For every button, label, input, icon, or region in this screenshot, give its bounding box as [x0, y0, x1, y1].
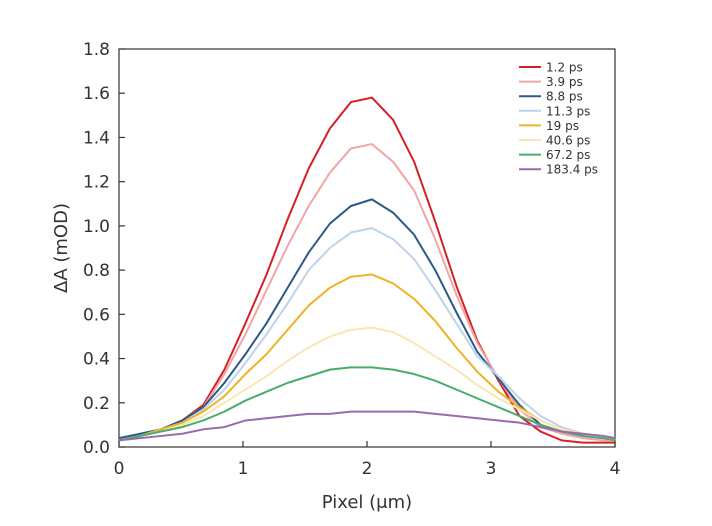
y-tick-label: 1.2: [83, 173, 110, 193]
legend-label-4: 19 ps: [546, 119, 579, 133]
legend-label-0: 1.2 ps: [546, 61, 583, 75]
y-tick-label: 1.6: [83, 84, 110, 104]
series-line-0: [118, 96, 615, 444]
y-axis-title: ΔA (mOD): [51, 203, 72, 293]
y-tick-label: 1.8: [83, 40, 110, 60]
legend-label-7: 183.4 ps: [546, 163, 598, 177]
y-tick-label: 0.0: [83, 438, 110, 458]
plot-frame: [118, 48, 616, 448]
series-line-7: [118, 410, 616, 442]
y-tick-label: 0.8: [83, 261, 110, 281]
y-tick-label: 0.2: [83, 394, 110, 414]
x-tick-label: 3: [486, 459, 497, 479]
series-line-5: [118, 326, 616, 442]
x-axis-title: Pixel (μm): [322, 492, 412, 513]
legend-label-5: 40.6 ps: [546, 134, 590, 148]
series-line-2: [118, 198, 616, 442]
y-tick-label: 1.4: [83, 128, 110, 148]
series-line-1: [118, 143, 615, 442]
x-tick-label: 1: [238, 459, 249, 479]
x-tick-label: 2: [362, 459, 373, 479]
legend-label-3: 11.3 ps: [546, 104, 590, 118]
series-layer: [118, 96, 616, 444]
legend-label-1: 3.9 ps: [546, 75, 583, 89]
y-tick-label: 0.6: [83, 305, 110, 325]
x-tick-label: 0: [114, 459, 125, 479]
y-tick-label: 1.0: [83, 217, 110, 237]
x-tick-label: 4: [610, 459, 621, 479]
ticks-layer: 0 1 2 3 4 0.0 0.2 0.4 0.6 0.8 1.0 1.2 1.4 1.6 1.8: [83, 40, 620, 479]
legend-label-6: 67.2 ps: [546, 148, 590, 162]
series-line-6: [118, 366, 616, 442]
y-tick-label: 0.4: [83, 350, 110, 370]
legend-label-2: 8.8 ps: [546, 90, 583, 104]
series-line-3: [118, 227, 616, 442]
